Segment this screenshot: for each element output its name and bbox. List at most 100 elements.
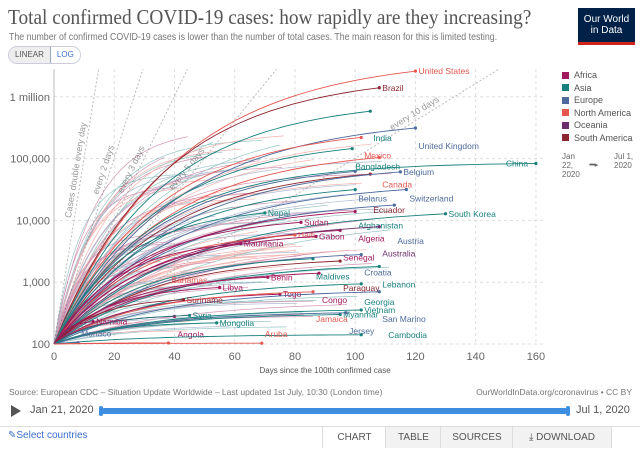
series-label: Libya <box>223 283 244 293</box>
background-series-line <box>53 160 260 345</box>
series-aruba[interactable]: Aruba <box>53 329 288 345</box>
series-cambodia[interactable]: Cambodia <box>53 330 427 345</box>
line-chart: 100 1,000 10,000 100,000 1 million 0 20 40 60 80 1… <box>10 66 545 375</box>
linear-button[interactable]: LINEAR <box>9 47 50 63</box>
series-mexico[interactable]: Mexico <box>53 135 391 345</box>
timeline-start-handle[interactable] <box>99 406 103 416</box>
x-tick-label: 40 <box>168 351 180 363</box>
series-label: Maldives <box>316 272 350 282</box>
series-label: Afghanistan <box>358 221 403 231</box>
series-end-point <box>260 341 264 345</box>
legend-item-asia[interactable]: Asia <box>562 83 592 93</box>
series-congo[interactable]: Congo <box>53 271 347 345</box>
series-mongolia[interactable]: Mongolia <box>53 318 255 345</box>
series-label: Angola <box>177 329 204 339</box>
background-series-line <box>53 198 256 345</box>
legend-item-north-america[interactable]: North America <box>562 108 631 118</box>
series-label: Brazil <box>382 83 403 93</box>
series-myanmar[interactable]: Myanmar <box>53 310 379 345</box>
series-end-point <box>359 308 363 312</box>
x-tick-label: 60 <box>229 351 241 363</box>
series-south-korea[interactable]: South Korea <box>53 209 496 345</box>
series-belarus[interactable]: Belarus <box>53 169 387 345</box>
background-series-line <box>53 187 177 345</box>
series-bangladesh[interactable]: Bangladesh <box>53 147 400 345</box>
series-suriname[interactable]: Suriname <box>53 295 223 345</box>
series-label: Belarus <box>358 193 387 203</box>
background-series-line <box>53 326 287 345</box>
series-brazil[interactable]: Brazil <box>53 83 404 345</box>
background-series-line <box>53 156 206 345</box>
series-united-states[interactable]: United States <box>53 66 469 345</box>
series-algeria[interactable]: Algeria <box>53 209 385 345</box>
background-series-line <box>53 142 213 345</box>
background-series-line <box>53 140 262 345</box>
series-united-kingdom[interactable]: United Kingdom <box>53 126 479 345</box>
legend-item-oceania[interactable]: Oceania <box>562 120 608 130</box>
series-label: Haiti <box>298 230 315 240</box>
legend-item-africa[interactable]: Africa <box>562 70 597 80</box>
series-vietnam[interactable]: Vietnam <box>53 305 395 345</box>
series-label: Australia <box>382 249 415 259</box>
series-maldives[interactable]: Maldives <box>53 257 350 345</box>
series-line <box>53 342 262 345</box>
chart-subtitle: The number of confirmed COVID-19 cases i… <box>9 31 498 43</box>
legend-item-south-america[interactable]: South America <box>562 133 633 143</box>
legend-swatch <box>562 96 569 104</box>
series-nepal[interactable]: Nepal <box>53 208 290 345</box>
series-end-point <box>404 187 409 192</box>
series-haiti[interactable]: Haiti <box>53 230 315 345</box>
series-label: Congo <box>322 295 347 305</box>
doubling-line-label: every 10 days <box>388 94 441 132</box>
timeline-slider[interactable] <box>99 406 570 416</box>
series-india[interactable]: India <box>53 109 392 345</box>
series-label: Lebanon <box>382 279 415 289</box>
series-end-point <box>91 320 95 324</box>
series-label: San Marino <box>382 314 426 324</box>
bottom-bar <box>0 426 640 449</box>
log-button[interactable]: LOG <box>49 47 80 63</box>
time-legend-start: Jan 22, 2020 <box>562 152 580 179</box>
tab-download[interactable]: ⤓ DOWNLOAD <box>512 427 612 448</box>
x-tick-label: 160 <box>527 351 545 363</box>
series-label: Mongolia <box>220 318 255 328</box>
series-label: United Kingdom <box>418 141 478 151</box>
series-end-point <box>368 109 372 113</box>
background-series-line <box>53 188 179 345</box>
series-gabon[interactable]: Gabon <box>53 231 345 345</box>
series-china[interactable]: China <box>53 158 538 345</box>
series-afghanistan[interactable]: Afghanistan <box>53 188 403 345</box>
owid-link[interactable]: OurWorldInData.org/coronavirus • CC BY <box>476 387 632 397</box>
series-croatia[interactable]: Croatia <box>53 252 392 345</box>
play-icon[interactable] <box>11 405 21 417</box>
series-sudan[interactable]: Sudan <box>53 217 329 345</box>
series-end-point <box>413 126 418 130</box>
background-series-line <box>53 201 192 345</box>
owid-logo[interactable]: Our World in Data <box>578 8 635 45</box>
series-end-point <box>377 155 381 160</box>
series-syria[interactable]: Syria <box>53 310 212 345</box>
series-label: Paraguay <box>343 283 380 293</box>
select-countries-label: Select countries <box>16 430 88 441</box>
x-tick-label: 120 <box>406 351 424 363</box>
tab-table[interactable]: TABLE <box>385 427 441 448</box>
doubling-line <box>53 69 144 345</box>
tab-chart[interactable]: CHART <box>322 427 386 448</box>
background-series-line <box>53 159 314 345</box>
tab-sources[interactable]: SOURCES <box>440 427 513 448</box>
background-series-line <box>53 218 374 345</box>
series-libya[interactable]: Libya <box>53 283 244 345</box>
series-line <box>53 162 536 345</box>
y-tick-label: 1 million <box>10 92 50 104</box>
series-end-point <box>413 69 418 73</box>
background-series-line <box>53 173 188 345</box>
series-mauritania[interactable]: Mauritania <box>53 239 284 345</box>
timeline-end-handle[interactable] <box>566 406 570 416</box>
legend-item-europe[interactable]: Europe <box>562 95 603 105</box>
background-series-line <box>53 254 222 345</box>
x-tick-label: 140 <box>467 351 485 363</box>
series-label: Algeria <box>358 234 385 244</box>
background-series-line <box>53 325 230 345</box>
select-countries-link[interactable]: ✎Select countries <box>8 430 88 441</box>
series-namibia[interactable]: Namibia <box>53 317 128 345</box>
